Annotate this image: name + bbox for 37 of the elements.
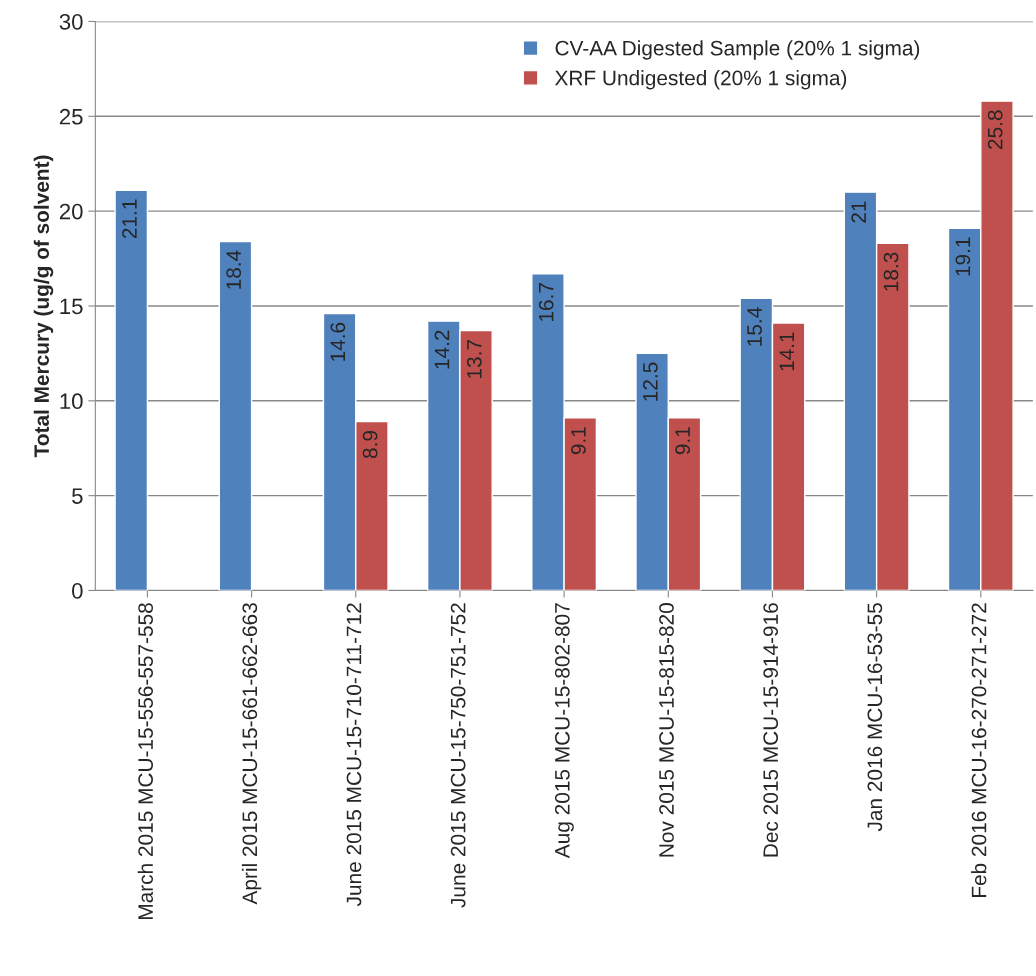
data-label: 9.1 — [571, 427, 586, 455]
data-label: 8.9 — [362, 430, 378, 459]
legend-label: XRF Undigested (20% 1 sigma) — [554, 70, 847, 90]
data-label: 21.1 — [122, 199, 137, 239]
data-label: 18.4 — [226, 250, 242, 289]
data-label: 12.5 — [642, 362, 658, 401]
data-label: 21 — [851, 201, 866, 223]
y-tick-label: 0 — [72, 583, 83, 599]
data-label: 19.1 — [955, 237, 971, 276]
data-label: 9.1 — [675, 427, 691, 455]
legend-label: CV-AA Digested Sample (20% 1 sigma) — [555, 40, 920, 60]
y-tick-label: 15 — [60, 298, 83, 315]
x-tick-label: Nov 2015 MCU-15-815-820 — [659, 603, 674, 857]
data-label: 16.7 — [538, 283, 554, 322]
data-label: 14.6 — [330, 322, 346, 361]
x-tick-label: June 2015 MCU-15-710-711-712 — [346, 603, 362, 907]
x-tick-label: March 2015 MCU-15-556-557-558 — [137, 603, 153, 919]
y-tick-label: 20 — [59, 203, 83, 220]
x-tick-label: Dec 2015 MCU-15-914-916 — [763, 603, 779, 857]
y-tick-label: 25 — [59, 108, 83, 125]
data-label: 15.4 — [747, 307, 762, 346]
y-tick-label: 30 — [59, 14, 83, 30]
x-tick-label: April 2015 MCU-15-661-662-663 — [241, 603, 262, 905]
y-tick-label: 10 — [60, 393, 83, 410]
data-label: 25.8 — [987, 110, 1003, 149]
data-label: 14.1 — [779, 332, 794, 371]
x-tick-label: Jan 2016 MCU-16-53-55 — [867, 603, 883, 832]
data-label: 13.7 — [466, 340, 482, 378]
data-label: 14.2 — [434, 330, 450, 369]
data-label: 18.3 — [883, 252, 899, 291]
y-tick-label: 5 — [72, 488, 83, 504]
bar — [218, 240, 253, 591]
bar — [114, 189, 149, 591]
x-tick-label: June 2015 MCU-15-750-751-752 — [450, 603, 466, 908]
y-axis-title: Total Mercury (ug/g of solvent) — [33, 155, 54, 458]
x-tick-label: Aug 2015 MCU-15-802-807 — [554, 603, 574, 859]
x-tick-label: Feb 2016 MCU-16-270-271-272 — [971, 603, 987, 898]
